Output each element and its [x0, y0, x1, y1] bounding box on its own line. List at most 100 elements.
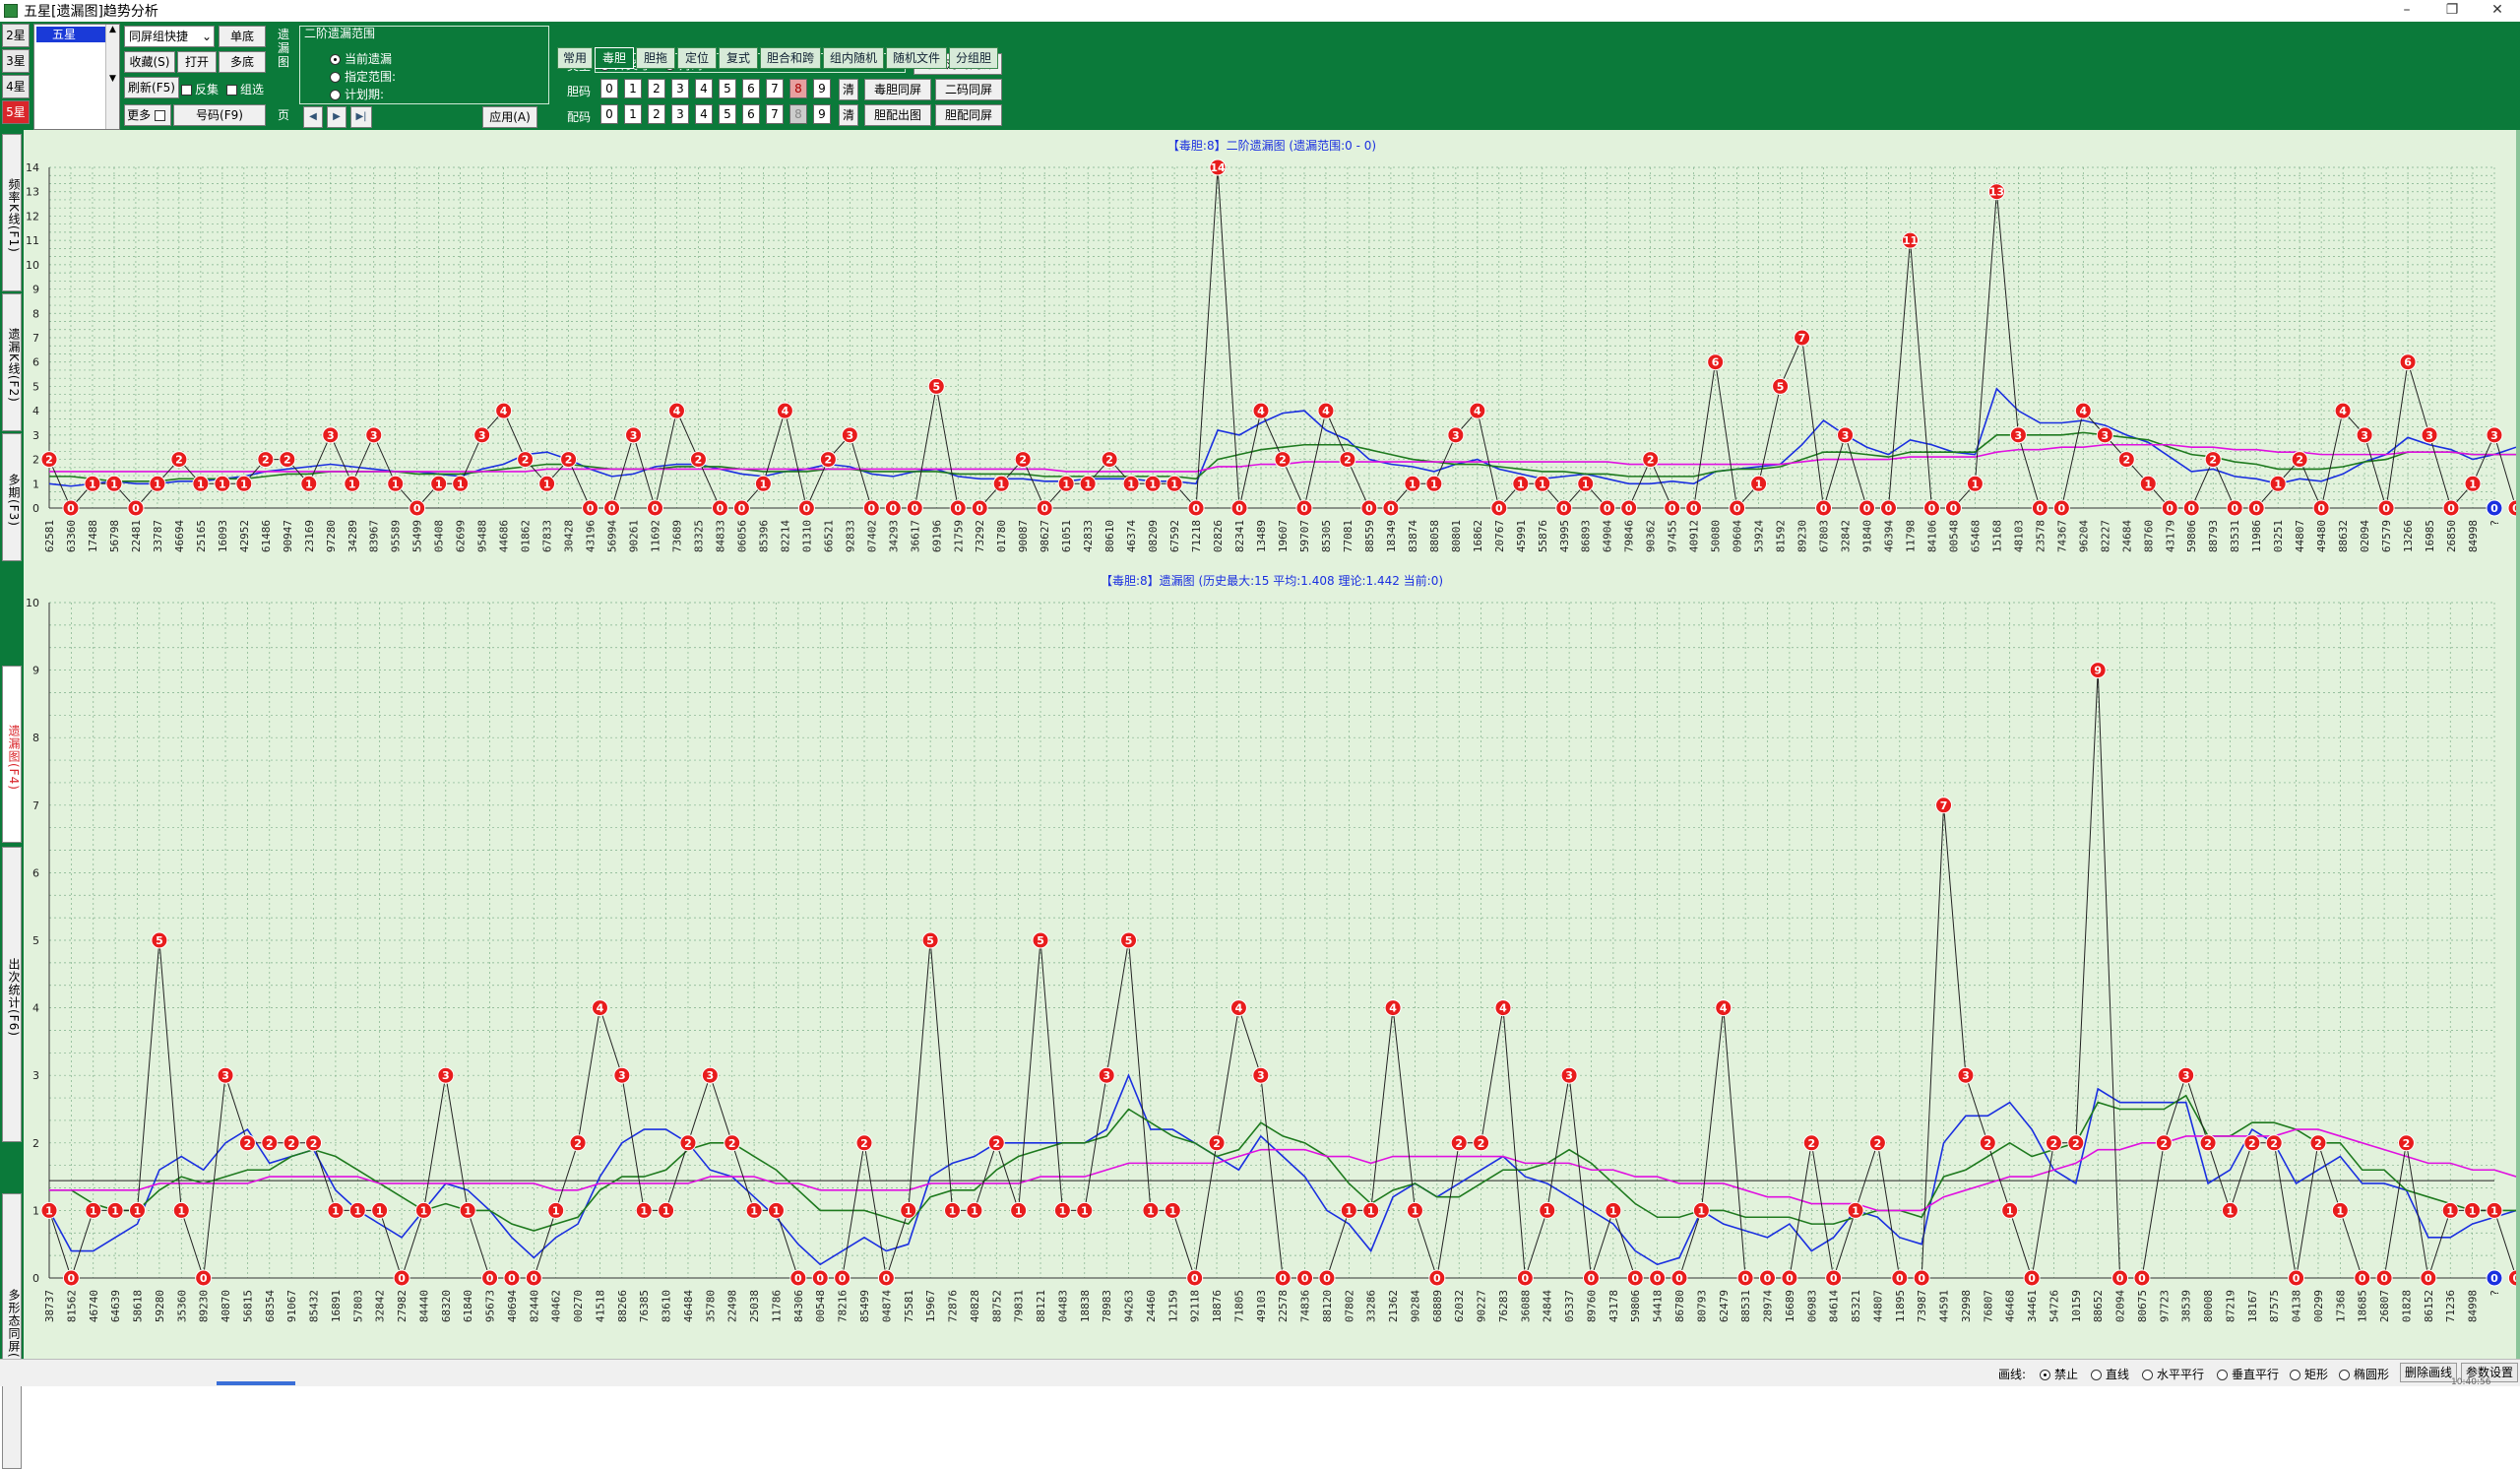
- star-list-scrollbar[interactable]: ▲ ▼: [105, 25, 119, 129]
- pair-clear-button[interactable]: 清: [839, 104, 858, 126]
- side-tab-miss-chart[interactable]: 遗漏图(F4): [2, 666, 22, 843]
- multi-bottom-button[interactable]: 多底: [219, 51, 266, 73]
- last-page-icon[interactable]: ▶|: [350, 106, 372, 128]
- pair-digit-4[interactable]: 4: [695, 104, 713, 124]
- next-page-icon[interactable]: ▶: [327, 106, 346, 128]
- pair-digit-8[interactable]: 8: [789, 104, 807, 124]
- data-label: 1: [348, 478, 356, 490]
- two-code-screen-button[interactable]: 二码同屏: [935, 79, 1002, 100]
- tab-2[interactable]: 胆拖: [636, 47, 675, 69]
- more-button[interactable]: 更多: [124, 104, 171, 126]
- refresh-button[interactable]: 刷新(F5): [124, 77, 179, 98]
- draw-opt-rect[interactable]: 矩形: [2290, 1366, 2328, 1382]
- gall-digit-0[interactable]: 0: [600, 79, 618, 98]
- star-2-button[interactable]: 2星: [2, 24, 30, 47]
- single-bottom-button[interactable]: 单底: [219, 26, 266, 47]
- data-label: 2: [1105, 454, 1113, 467]
- gall-screen-button[interactable]: 毒胆同屏: [864, 79, 931, 100]
- x-tick-label-1: 71805: [1232, 1290, 1245, 1322]
- tab-1[interactable]: 毒胆: [595, 47, 634, 69]
- data-label: 11: [1903, 234, 1918, 247]
- pair-digit-0[interactable]: 0: [600, 104, 618, 124]
- gall-digit-4[interactable]: 4: [695, 79, 713, 98]
- x-tick-label-1: 01828: [2400, 1290, 2413, 1322]
- data-label: 1: [905, 1204, 913, 1217]
- x-tick-label-1: 82440: [528, 1290, 540, 1322]
- gall-digit-1[interactable]: 1: [624, 79, 642, 98]
- tab-0[interactable]: 常用: [557, 47, 593, 69]
- pair-chart-button[interactable]: 胆配出图: [864, 104, 931, 126]
- prev-page-icon[interactable]: ◀: [303, 106, 323, 128]
- x-tick-label-1: 88652: [2092, 1290, 2105, 1322]
- gall-digit-8[interactable]: 8: [789, 79, 807, 98]
- star-4-button[interactable]: 4星: [2, 75, 30, 98]
- pair-digit-1[interactable]: 1: [624, 104, 642, 124]
- data-label: 0: [1733, 502, 1741, 515]
- pair-digit-3[interactable]: 3: [671, 104, 689, 124]
- range-option-current[interactable]: 当前遗漏: [330, 50, 392, 67]
- minimize-button[interactable]: –: [2403, 2, 2411, 18]
- delete-drawing-button[interactable]: 删除画线: [2400, 1363, 2458, 1382]
- draw-opt-hparallel[interactable]: 水平平行: [2142, 1366, 2204, 1382]
- pair-digit-9[interactable]: 9: [813, 104, 831, 124]
- data-point: [921, 931, 939, 949]
- draw-opt-forbid[interactable]: 禁止: [2040, 1366, 2078, 1382]
- range-option-plan[interactable]: 计划期:: [330, 86, 384, 102]
- side-tab-multi[interactable]: 多期(F3): [2, 433, 22, 561]
- data-point: [1166, 475, 1183, 492]
- reverse-check[interactable]: 反集: [181, 81, 219, 97]
- side-tab-miss-kline[interactable]: 遗漏K线(F2): [2, 293, 22, 431]
- star-3-button[interactable]: 3星: [2, 49, 30, 73]
- code-button[interactable]: 号码(F9): [173, 104, 266, 126]
- settings-button[interactable]: 参数设置: [2461, 1363, 2519, 1382]
- tab-4[interactable]: 复式: [719, 47, 758, 69]
- pair-digit-2[interactable]: 2: [648, 104, 665, 124]
- gall-digit-7[interactable]: 7: [766, 79, 784, 98]
- range-option-specified[interactable]: 指定范围:: [330, 68, 396, 85]
- group-check[interactable]: 组选: [226, 81, 264, 97]
- tab-7[interactable]: 随机文件: [886, 47, 947, 69]
- tab-5[interactable]: 胆合和跨: [760, 47, 821, 69]
- data-point: [1736, 1269, 1754, 1287]
- pair-digit-5[interactable]: 5: [719, 104, 736, 124]
- pair-same-screen-button[interactable]: 胆配同屏: [935, 104, 1002, 126]
- draw-opt-line[interactable]: 直线: [2091, 1366, 2129, 1382]
- star-list[interactable]: 五星 ▲ ▼: [33, 24, 120, 130]
- collect-button[interactable]: 收藏(S): [124, 51, 175, 73]
- side-tab-count-stats[interactable]: 出次统计(F6): [2, 847, 22, 1142]
- side-tab-multi-form[interactable]: 多形态同屏(F8): [2, 1193, 22, 1469]
- x-tick-label-0: 65468: [1969, 520, 1982, 552]
- current-label: 0: [2490, 502, 2498, 515]
- x-tick-label-0: 46394: [1882, 520, 1895, 552]
- star-5-button[interactable]: 5星: [2, 100, 30, 124]
- star-list-item[interactable]: 五星: [36, 27, 105, 42]
- draw-opt-ellipse[interactable]: 椭圆形: [2339, 1366, 2389, 1382]
- data-label: 0: [200, 1272, 208, 1285]
- data-point: [503, 1269, 521, 1287]
- tab-3[interactable]: 定位: [677, 47, 717, 69]
- gall-digit-2[interactable]: 2: [648, 79, 665, 98]
- gall-digit-9[interactable]: 9: [813, 79, 831, 98]
- tab-8[interactable]: 分组胆: [949, 47, 998, 69]
- x-tick-label-1: 68320: [440, 1290, 453, 1322]
- gall-digit-6[interactable]: 6: [742, 79, 760, 98]
- close-button[interactable]: ✕: [2491, 2, 2503, 18]
- range-side-label: 遗漏图: [278, 28, 290, 69]
- screen-select[interactable]: 同屏组快捷 ⌄: [124, 26, 215, 47]
- data-label: 1: [1517, 478, 1525, 490]
- restore-button[interactable]: ❐: [2445, 2, 2459, 18]
- pair-digit-7[interactable]: 7: [766, 104, 784, 124]
- y-tick-label-0: 0: [32, 502, 39, 515]
- side-tab-freq-kline[interactable]: 频率K线(F1): [2, 134, 22, 291]
- apply-button[interactable]: 应用(A): [482, 106, 537, 128]
- gall-digit-3[interactable]: 3: [671, 79, 689, 98]
- draw-opt-vparallel[interactable]: 垂直平行: [2217, 1366, 2279, 1382]
- x-tick-label-1: 62479: [1718, 1290, 1731, 1322]
- tab-6[interactable]: 组内随机: [823, 47, 884, 69]
- gall-clear-button[interactable]: 清: [839, 79, 858, 100]
- gall-digit-5[interactable]: 5: [719, 79, 736, 98]
- right-scrollbar[interactable]: [2516, 130, 2520, 1374]
- open-button[interactable]: 打开: [177, 51, 217, 73]
- pair-digit-6[interactable]: 6: [742, 104, 760, 124]
- data-label: 4: [597, 1002, 604, 1015]
